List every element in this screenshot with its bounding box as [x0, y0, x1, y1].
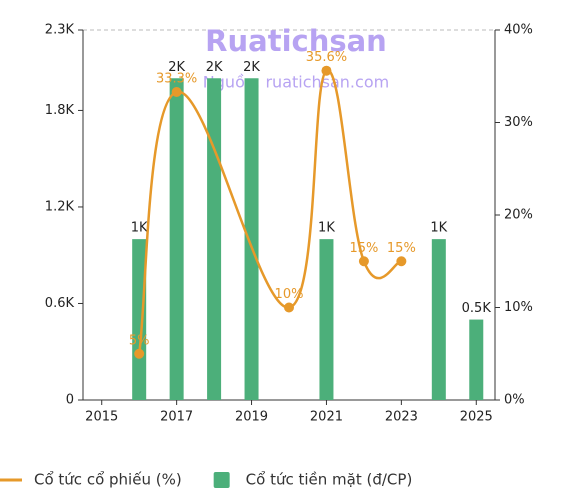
- bar-value-label: 2K: [243, 60, 260, 75]
- line-point: [321, 65, 332, 76]
- bar: [244, 78, 259, 401]
- line-point: [171, 86, 182, 97]
- x-tick-label: 2023: [385, 410, 418, 425]
- line-value-label: 33.3%: [156, 71, 197, 86]
- x-tick-label: 2015: [85, 410, 118, 425]
- line-point: [396, 256, 407, 267]
- bar-value-label: 1K: [131, 221, 148, 236]
- y-tick-label: 2.3K: [45, 23, 75, 38]
- legend-label: Cổ tức cổ phiếu (%): [34, 471, 182, 489]
- x-tick-label: 2019: [235, 410, 268, 425]
- line-value-label: 5%: [129, 333, 150, 348]
- bar-value-label: 0.5K: [462, 301, 492, 316]
- bar-value-label: 1K: [430, 221, 447, 236]
- bar: [431, 239, 446, 400]
- bar: [207, 78, 222, 401]
- y2-tick-label: 0%: [504, 393, 525, 408]
- bar-value-label: 2K: [206, 60, 223, 75]
- bar: [169, 78, 184, 401]
- line-value-label: 35.6%: [306, 50, 347, 65]
- line-point: [358, 256, 369, 267]
- line-value-label: 10%: [275, 287, 304, 302]
- bar-value-label: 1K: [318, 221, 335, 236]
- line-value-label: 15%: [349, 241, 378, 256]
- y2-tick-label: 40%: [504, 23, 533, 38]
- watermark-source: Nguồn: ruatichsan.com: [203, 73, 389, 92]
- x-tick-label: 2021: [310, 410, 343, 425]
- x-tick-label: 2025: [460, 410, 493, 425]
- legend-label: Cổ tức tiền mặt (đ/CP): [246, 471, 413, 489]
- y-tick-label: 0: [66, 393, 74, 408]
- bar: [469, 319, 484, 400]
- watermark: Ruatichsan: [205, 24, 387, 58]
- bar: [319, 239, 334, 400]
- y-tick-label: 0.6K: [45, 296, 75, 311]
- legend-swatch: [213, 472, 230, 488]
- bar-value-label: 2K: [168, 60, 185, 75]
- line-point: [134, 348, 145, 359]
- line-value-label: 15%: [387, 241, 416, 256]
- y-tick-label: 1.2K: [45, 199, 75, 214]
- line-point: [284, 302, 294, 313]
- x-tick-label: 2017: [160, 410, 193, 425]
- y2-tick-label: 30%: [504, 115, 533, 130]
- line: [137, 69, 402, 354]
- bar: [132, 239, 147, 400]
- y2-tick-label: 10%: [504, 300, 533, 315]
- y-tick-label: 1.8K: [45, 103, 75, 118]
- y2-tick-label: 20%: [504, 208, 533, 223]
